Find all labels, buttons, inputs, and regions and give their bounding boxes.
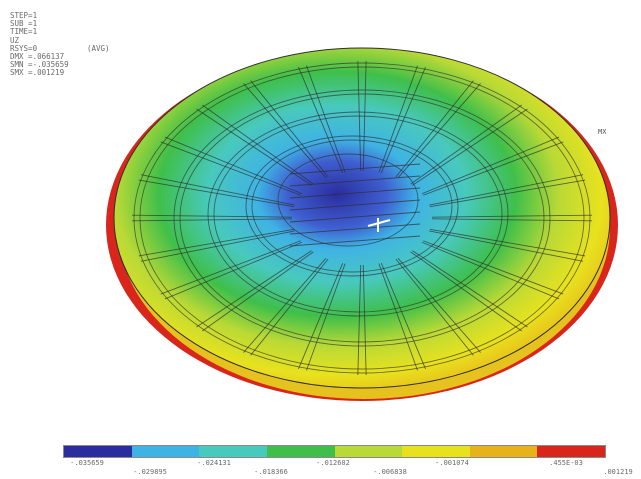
info-step: STEP=1: [10, 11, 38, 20]
info-dmx: DMX =.066137: [10, 52, 65, 62]
mesh-rib-line: [431, 214, 592, 218]
hub-grid-line: [289, 199, 421, 211]
legend-label-10: .001219: [603, 468, 633, 476]
mesh-rib-line: [429, 230, 584, 262]
hub-grid-line: [289, 187, 421, 199]
mesh-rib-line: [132, 214, 293, 218]
info-rsys: RSYS=0: [10, 43, 38, 53]
mesh-rib-line: [202, 104, 314, 185]
mesh-rib-line: [243, 83, 327, 179]
mesh-rib-line: [421, 241, 560, 300]
mesh-rib-line: [243, 257, 327, 353]
mesh-rib-line: [357, 61, 362, 172]
mesh-rib-line: [160, 141, 301, 196]
mesh-rib-line: [250, 80, 329, 178]
info-averaging: (AVG): [87, 44, 110, 53]
mesh-rib-line: [250, 258, 329, 356]
result-info-block: STEP=1 SUB =1 TIME=1 UZ RSYS=0 DMX =.066…: [10, 11, 110, 78]
mesh-rib-line: [164, 136, 303, 195]
mesh-rib-line: [421, 136, 560, 195]
legend-label-3: -.024131: [197, 459, 231, 467]
mesh-rib-line: [140, 230, 295, 262]
mesh-rib-line: [378, 263, 418, 371]
mesh-rib-line: [429, 228, 586, 257]
legend-label-1: -.035659: [70, 459, 104, 467]
mesh-rib-line: [410, 104, 522, 185]
hub-grid-line: [289, 223, 421, 235]
legend-band-4: [266, 446, 335, 457]
info-smx: SMX =.001219: [10, 68, 65, 78]
mesh-rib-line: [140, 174, 295, 206]
mesh-rib-line: [412, 250, 528, 328]
mesh-rib-line: [306, 65, 346, 173]
mesh-rib-line: [357, 264, 362, 375]
mesh-rib-line: [410, 251, 522, 332]
mesh-rib-line: [138, 179, 295, 208]
mesh-rib-line: [380, 262, 426, 370]
legend-band-6: [402, 446, 470, 457]
legend-label-5: -.012602: [316, 459, 350, 467]
hub-grid-line: [289, 211, 421, 223]
legend-band-8: [537, 446, 605, 457]
legend-label-6: -.006838: [373, 468, 407, 476]
mesh-rib-line: [164, 241, 303, 300]
mesh-rib-line: [196, 250, 312, 328]
legend-band-3: [199, 446, 267, 457]
mesh-rib-line: [429, 174, 584, 206]
mesh-rib-line: [306, 263, 346, 371]
info-quantity: UZ: [10, 35, 20, 45]
legend-label-4: -.018366: [254, 468, 288, 476]
mesh-rib-line: [298, 66, 344, 174]
hub-grid-line: [289, 235, 421, 247]
legend-band-5: [334, 446, 403, 457]
mesh-rib-line: [395, 80, 474, 178]
mesh-rib-line: [298, 262, 344, 370]
legend-band-2: [131, 446, 200, 457]
mesh-ribs: [132, 61, 592, 375]
mesh-rib-line: [202, 251, 314, 332]
disc-top-surface: [113, 47, 611, 389]
mesh-rings: [133, 62, 591, 374]
hub-grid-line: [289, 175, 421, 187]
mesh-rib-line: [380, 66, 426, 174]
info-smn: SMN =-.035659: [10, 60, 69, 70]
legend-band-7: [469, 446, 538, 457]
mesh-rib-line: [378, 65, 418, 173]
mesh-rib-line: [423, 141, 564, 196]
mesh-rib-line: [431, 218, 592, 222]
contour-plot: [106, 47, 618, 401]
hub-grid-line: [289, 163, 421, 175]
mesh-rib-line: [397, 257, 481, 353]
legend-label-2: -.029895: [133, 468, 167, 476]
info-sub: SUB =1: [10, 19, 38, 29]
mesh-rib-line: [423, 240, 564, 295]
mesh-rib-line: [196, 108, 312, 186]
center-axis: [367, 218, 391, 232]
legend-color-bar: [63, 445, 606, 458]
mesh-rib-line: [397, 83, 481, 179]
mesh-rib-line: [132, 218, 293, 222]
mesh-rib-line: [395, 258, 474, 356]
mesh-rib-line: [138, 228, 295, 257]
mesh-rib-line: [160, 240, 301, 295]
mesh-rib-line: [412, 108, 528, 186]
max-marker: MX: [598, 128, 607, 136]
mesh-rib-line: [362, 61, 367, 172]
legend-label-7: -.001074: [435, 459, 469, 467]
legend-band-1: [64, 446, 132, 457]
info-time: TIME=1: [10, 27, 38, 37]
mesh-rib-line: [362, 264, 367, 375]
mesh-rib-line: [429, 179, 586, 208]
legend-label-9: .455E-03: [549, 459, 583, 467]
